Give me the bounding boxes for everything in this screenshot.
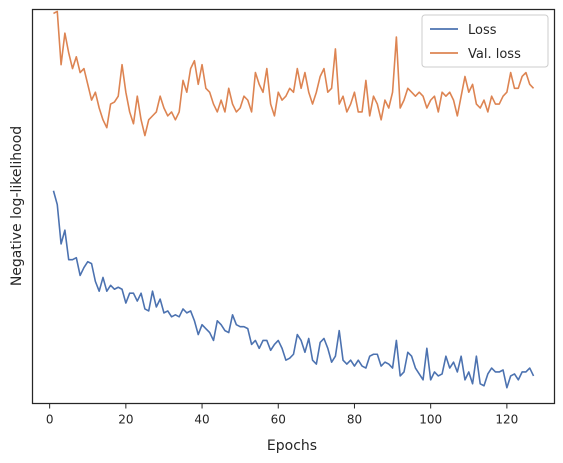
x-tick-label: 60 [271, 413, 286, 427]
x-tick-label: 120 [495, 413, 518, 427]
series-line-1 [53, 10, 535, 137]
legend-box [421, 14, 549, 68]
x-tick-label: 100 [419, 413, 442, 427]
legend-label-1: Val. loss [468, 47, 521, 62]
legend-label-0: Loss [468, 23, 497, 38]
x-tick-label: 0 [46, 413, 54, 427]
plot-frame [31, 8, 556, 405]
x-tick-label: 20 [118, 413, 133, 427]
x-axis-ticks: 0 20 40 60 80 100 120 [46, 403, 518, 427]
legend: Loss Val. loss [421, 14, 549, 68]
plot-area [31, 8, 556, 405]
y-axis-label: Negative log-likelihood [9, 126, 25, 286]
series-line-0 [52, 190, 535, 389]
x-tick-label: 80 [347, 413, 362, 427]
x-axis-label: Epochs [267, 438, 317, 454]
series-layer [52, 10, 535, 389]
x-tick-label: 40 [194, 413, 209, 427]
